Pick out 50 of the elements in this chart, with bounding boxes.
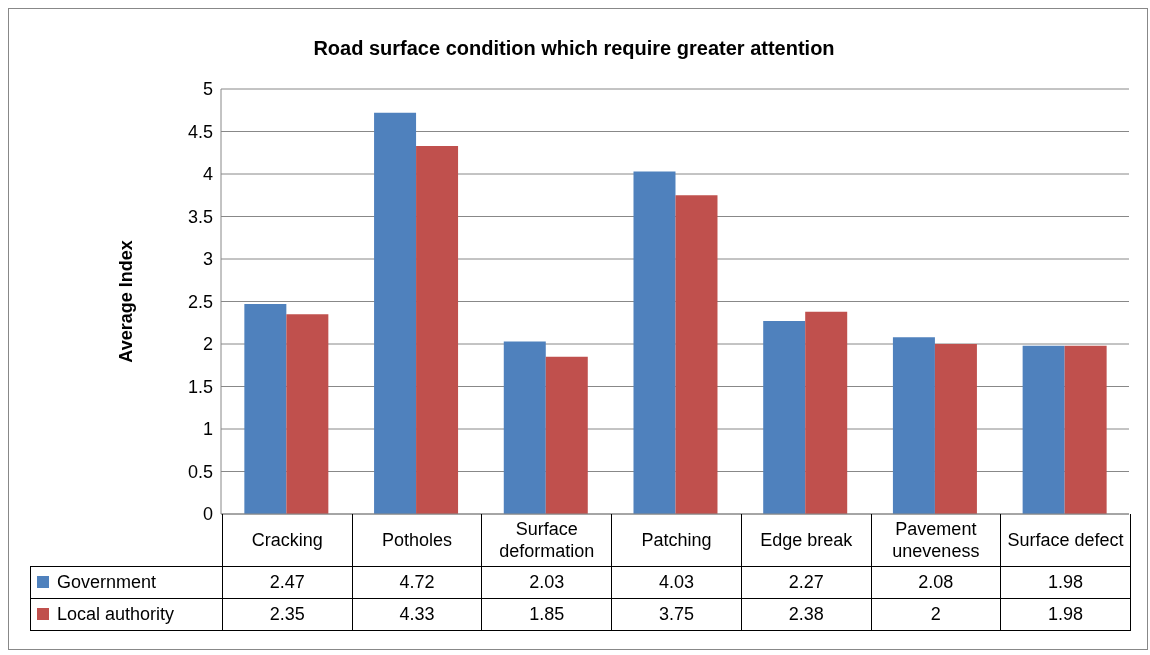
data-label: 1.85	[481, 598, 612, 631]
x-tick-label: Pavement uneveness	[871, 514, 1001, 566]
bar	[286, 314, 329, 514]
x-tick-label: Potholes	[352, 514, 482, 566]
data-label: 2.47	[222, 566, 353, 599]
x-tick-label: Surface defect	[1000, 514, 1131, 566]
data-label: 2.38	[741, 598, 872, 631]
data-label: 2.35	[222, 598, 353, 631]
x-tick-label: Edge break	[741, 514, 872, 566]
y-tick-label: 3.5	[187, 206, 213, 227]
data-label: 3.75	[611, 598, 742, 631]
bar	[374, 112, 417, 514]
legend-label: Government	[30, 566, 223, 599]
data-label: 2	[871, 598, 1001, 631]
data-label: 1.98	[1000, 566, 1131, 599]
bar	[1064, 345, 1107, 514]
data-label: 2.08	[871, 566, 1001, 599]
x-tick-label: Surface deformation	[481, 514, 612, 566]
y-tick-label: 2	[202, 334, 213, 355]
bar	[633, 171, 676, 514]
data-label: 1.98	[1000, 598, 1131, 631]
data-label: 2.03	[481, 566, 612, 599]
chart-title: Road surface condition which require greater attention	[312, 37, 836, 60]
y-tick-label: 4.5	[187, 121, 213, 142]
bar	[1022, 345, 1065, 514]
y-tick-label: 5	[202, 79, 213, 100]
bar	[805, 311, 848, 514]
y-tick-label: 1.5	[187, 376, 213, 397]
data-label: 4.72	[352, 566, 482, 599]
data-label: 4.03	[611, 566, 742, 599]
bar	[763, 321, 806, 514]
bar	[416, 145, 459, 514]
legend-label: Local authority	[30, 598, 223, 631]
bar	[934, 344, 977, 514]
y-tick-label: 1	[202, 419, 213, 440]
bar	[244, 304, 287, 514]
y-tick-label: 4	[202, 164, 213, 185]
data-label: 2.27	[741, 566, 872, 599]
y-tick-label: 0	[202, 504, 213, 525]
x-tick-label: Cracking	[222, 514, 353, 566]
bar	[503, 341, 546, 514]
bar	[675, 195, 718, 514]
bar	[545, 356, 588, 514]
y-axis-title: Average Index	[116, 240, 137, 363]
y-tick-label: 2.5	[187, 291, 213, 312]
y-tick-label: 3	[202, 249, 213, 270]
bar	[892, 337, 935, 514]
x-tick-label: Patching	[611, 514, 742, 566]
y-tick-label: 0.5	[187, 461, 213, 482]
data-label: 4.33	[352, 598, 482, 631]
